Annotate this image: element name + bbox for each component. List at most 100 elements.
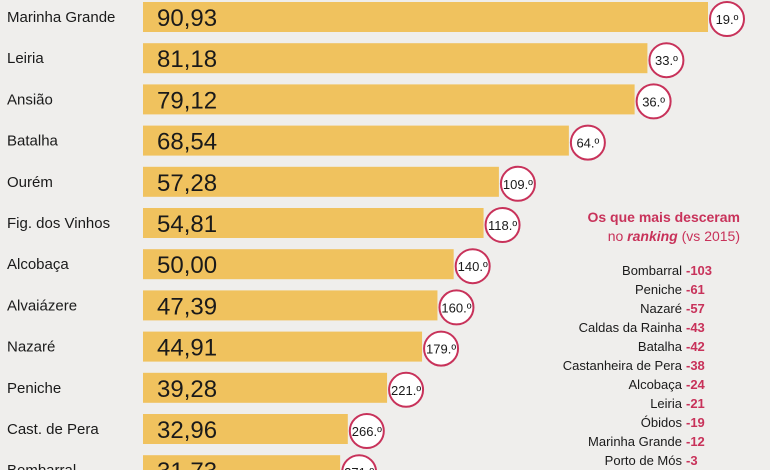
side-panel-title-suffix: (vs 2015)	[677, 228, 740, 244]
side-panel-title-line1: Os que mais desceram	[587, 209, 740, 225]
side-item-value: -57	[686, 301, 705, 316]
side-item-value: -61	[686, 282, 705, 297]
side-list-item: Alcobaça -24	[540, 375, 740, 394]
side-item-value: -103	[686, 263, 713, 278]
bar	[143, 372, 388, 403]
rank-label: 118.º	[488, 218, 517, 233]
bar	[143, 208, 484, 238]
side-list-item: Marinha Grande -12	[540, 432, 740, 451]
category-label: Alcobaça	[7, 256, 69, 273]
side-item-name: Castanheira de Pera	[562, 358, 682, 373]
side-item-name: Peniche	[635, 282, 682, 297]
rank-label: 221.º	[391, 383, 421, 398]
rank-label: 33.º	[655, 53, 678, 68]
category-label: Ansião	[7, 91, 53, 108]
value-label: 50,00	[157, 252, 217, 279]
side-panel-title-line2: no ranking (vs 2015)	[540, 227, 740, 246]
side-item-value: -3	[686, 453, 698, 468]
value-label: 39,28	[157, 376, 217, 403]
side-item-name: Bombarral	[622, 263, 682, 278]
rank-badge	[484, 207, 521, 243]
rank-label: 64.º	[576, 136, 599, 151]
bar	[143, 2, 708, 32]
category-label: Marinha Grande	[7, 9, 115, 26]
value-label: 31,73	[157, 458, 217, 470]
side-item-value: -38	[686, 358, 705, 373]
rank-label: 160.º	[441, 300, 471, 315]
side-item-name: Nazaré	[640, 301, 682, 316]
value-label: 47,39	[157, 293, 217, 320]
side-list-item: Caldas da Rainha -43	[540, 318, 740, 337]
side-list-item: Nazaré -57	[540, 299, 740, 318]
side-item-value: -21	[686, 396, 705, 411]
side-list-item: Castanheira de Pera -38	[540, 356, 740, 375]
bar	[143, 455, 341, 470]
rank-label: 109.º	[503, 177, 533, 192]
bar	[143, 249, 454, 280]
side-item-name: Porto de Mós	[604, 453, 682, 468]
rank-badge	[499, 165, 536, 202]
side-item-name: Leiria	[650, 396, 682, 411]
category-label: Bombarral	[7, 462, 76, 470]
category-label: Leiria	[7, 50, 44, 67]
side-item-name: Marinha Grande	[588, 434, 682, 449]
side-panel-descents: Os que mais desceram no ranking (vs 2015…	[540, 208, 740, 468]
bar	[143, 290, 438, 321]
value-label: 44,91	[157, 335, 217, 362]
side-item-name: Óbidos	[640, 415, 682, 430]
rank-label: 140.º	[458, 259, 488, 274]
bar	[143, 84, 635, 115]
side-list-item: Óbidos -19	[540, 413, 740, 432]
value-label: 79,12	[157, 87, 217, 114]
value-label: 32,96	[157, 417, 217, 444]
side-item-name: Batalha	[637, 339, 682, 354]
side-panel-title-italic: ranking	[627, 228, 678, 244]
side-list-item: Bombarral -103	[540, 261, 740, 280]
side-item-name: Caldas da Rainha	[578, 320, 682, 335]
category-label: Ourém	[7, 174, 53, 191]
side-item-value: -42	[686, 339, 705, 354]
rank-badge	[569, 124, 606, 161]
rank-label: 266.º	[352, 424, 382, 439]
side-item-value: -12	[686, 434, 705, 449]
rank-badge	[423, 330, 460, 367]
rank-badge	[348, 413, 385, 449]
value-label: 68,54	[157, 129, 217, 156]
rank-badge	[341, 454, 378, 470]
rank-label: 179.º	[426, 342, 456, 357]
bar	[143, 166, 499, 197]
rank-badge	[438, 289, 475, 326]
bar	[143, 331, 423, 362]
side-panel-title-prefix: no	[607, 228, 628, 244]
side-item-value: -19	[686, 415, 705, 430]
category-label: Nazaré	[7, 339, 55, 356]
side-list-item: Porto de Mós -3	[540, 451, 740, 470]
rank-badge	[388, 371, 425, 408]
value-label: 90,93	[157, 5, 217, 32]
rank-label: 36.º	[642, 94, 665, 109]
bar	[143, 43, 648, 74]
side-item-name: Alcobaça	[628, 377, 682, 392]
bar	[143, 414, 348, 444]
category-label: Alvaiázere	[7, 297, 77, 314]
rank-badge	[648, 42, 685, 79]
value-label: 81,18	[157, 46, 217, 73]
side-list-item: Batalha -42	[540, 337, 740, 356]
rank-badge	[635, 83, 672, 120]
rank-badge	[454, 248, 491, 285]
category-label: Cast. de Pera	[7, 421, 99, 438]
side-list-item: Leiria -21	[540, 394, 740, 413]
side-item-value: -43	[686, 320, 705, 335]
rank-label: 271.º	[344, 465, 374, 470]
category-label: Peniche	[7, 380, 61, 397]
value-label: 54,81	[157, 211, 217, 238]
rank-badge	[709, 1, 745, 37]
side-list-item: Peniche -61	[540, 280, 740, 299]
category-label: Batalha	[7, 133, 59, 150]
bar	[143, 125, 569, 156]
side-item-value: -24	[686, 377, 705, 392]
rank-label: 19.º	[716, 12, 739, 27]
value-label: 57,28	[157, 170, 217, 197]
category-label: Fig. dos Vinhos	[7, 215, 110, 232]
